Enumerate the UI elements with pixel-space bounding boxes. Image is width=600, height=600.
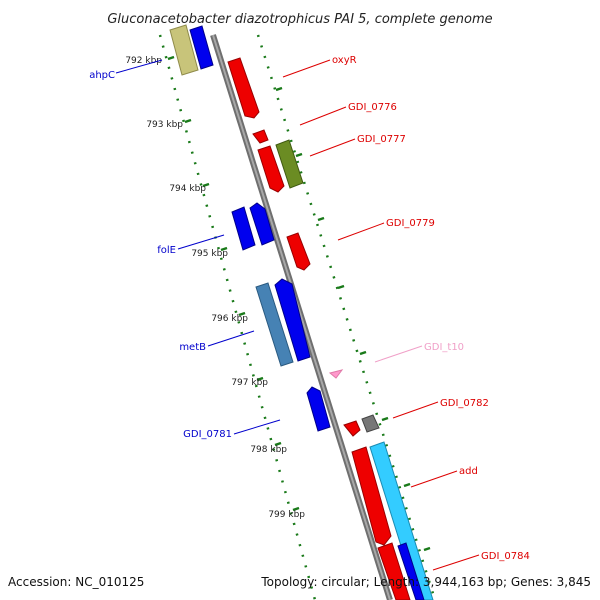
gene-oxyR — [227, 57, 260, 119]
kbp-label: 793 kbp — [146, 120, 183, 130]
gene-folE-2 — [249, 202, 275, 246]
gene-ahpC — [189, 25, 214, 70]
gene-label-GDI_0777: GDI_0777 — [357, 134, 406, 145]
gene-add — [351, 446, 392, 546]
gene-labels: ahpC oxyR GDI_0776 GDI_0777 GDI_0779 fol… — [89, 55, 530, 562]
gene-label-GDI_0782: GDI_0782 — [440, 398, 489, 409]
gene-label-oxyR: oxyR — [332, 55, 357, 66]
gene-ahpC-khaki — [169, 24, 199, 76]
gene-metB — [274, 278, 311, 362]
kbp-label: 798 kbp — [250, 445, 287, 455]
gene-GDI_0777-olive — [275, 139, 304, 189]
gene-label-GDI_0784: GDI_0784 — [481, 551, 530, 562]
major-ticks-inner — [167, 55, 300, 512]
gene-label-ahpC: ahpC — [89, 70, 115, 81]
genome-title: Gluconacetobacter diazotrophicus PAI 5, … — [107, 12, 492, 27]
gene-GDI_0782 — [343, 420, 361, 437]
topology-text: Topology: circular; Length: 3,944,163 bp… — [260, 575, 591, 589]
gene-GDI_0784-blue — [397, 542, 425, 600]
kbp-label: 799 kbp — [268, 510, 305, 520]
gene-label-GDI_0779: GDI_0779 — [386, 218, 435, 229]
gene-features — [169, 24, 434, 600]
accession-text: Accession: NC_010125 — [8, 575, 144, 589]
gene-GDI_0776 — [252, 129, 269, 144]
gene-label-folE: folE — [157, 245, 176, 256]
gene-label-GDI_t10: GDI_t10 — [424, 342, 464, 353]
kbp-label: 796 kbp — [211, 314, 248, 324]
gene-GDI_t10 — [328, 369, 344, 379]
gene-GDI_0782-grey — [361, 414, 380, 433]
major-ticks-outer — [275, 86, 431, 552]
gene-GDI_0779 — [286, 232, 311, 271]
kbp-label: 792 kbp — [125, 56, 162, 66]
gene-metB-steelblue — [255, 282, 294, 367]
gene-label-GDI_0781: GDI_0781 — [183, 429, 232, 440]
gene-folE — [231, 206, 256, 251]
kbp-labels: 792 kbp 793 kbp 794 kbp 795 kbp 796 kbp … — [125, 56, 305, 520]
gene-GDI_0781 — [306, 386, 331, 432]
gene-GDI_0777 — [257, 145, 285, 193]
genome-backbone — [210, 34, 393, 600]
gene-GDI_0784 — [377, 542, 411, 600]
kbp-label: 795 kbp — [191, 249, 228, 259]
gene-label-metB: metB — [179, 342, 206, 353]
label-leaders — [115, 59, 480, 571]
kbp-label: 797 kbp — [231, 378, 268, 388]
gene-label-GDI_0776: GDI_0776 — [348, 102, 397, 113]
kbp-label: 794 kbp — [169, 184, 206, 194]
gene-label-add: add — [459, 466, 478, 477]
